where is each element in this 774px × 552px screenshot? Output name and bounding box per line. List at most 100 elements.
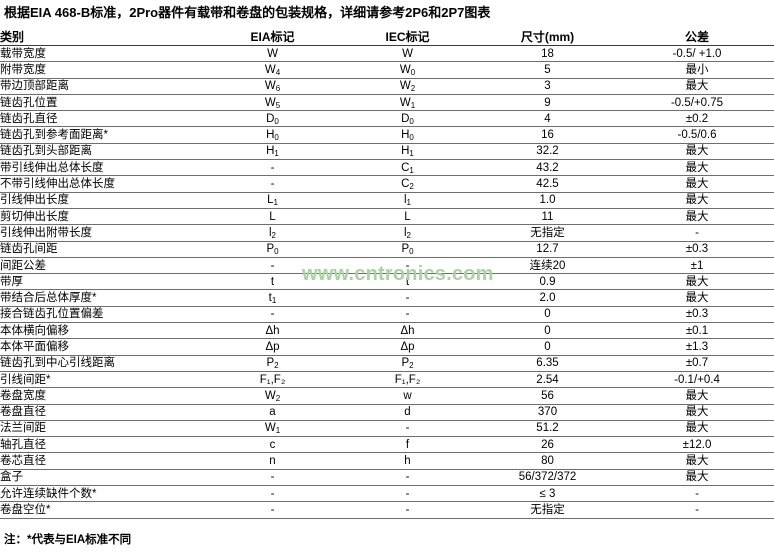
cell-eia-symbol: W2 [205, 387, 340, 405]
cell-tolerance: 最大 [620, 78, 774, 95]
cell-tolerance: ±0.1 [620, 322, 774, 340]
table-row: 载带宽度 W W 18 -0.5/ +1.0 [0, 45, 774, 63]
cell-tolerance: - [620, 224, 774, 242]
table-row: 本体平面偏移 Δp Δp 0 ±1.3 [0, 338, 774, 356]
cell-category: 本体横向偏移 [0, 322, 205, 340]
cell-iec-symbol: W0 [340, 61, 475, 79]
table-row: 不带引线伸出总体长度 - C2 42.5 最大 [0, 175, 774, 193]
table-row: 带边顶部距离 W6 W2 3 最大 [0, 78, 774, 95]
cell-eia-symbol: D0 [205, 110, 340, 128]
cell-tolerance: 最大 [620, 273, 774, 291]
cell-tolerance: 最大 [620, 469, 774, 487]
cell-dimension: 43.2 [475, 159, 620, 177]
table-row: 链齿孔位置 W5 W1 9 -0.5/+0.75 [0, 94, 774, 112]
cell-dimension: 2.54 [475, 371, 620, 389]
cell-iec-symbol: P0 [340, 241, 475, 258]
cell-iec-symbol: l2 [340, 224, 475, 242]
cell-eia-symbol: - [205, 306, 340, 324]
table-row: 引线伸出附带长度 l2 l2 无指定 - [0, 224, 774, 242]
cell-iec-symbol: - [340, 501, 475, 519]
cell-iec-symbol: - [340, 420, 475, 438]
cell-category: 链齿孔到参考面距离* [0, 126, 205, 144]
cell-tolerance: 最大 [620, 387, 774, 405]
cell-eia-symbol: c [205, 436, 340, 454]
table-row: 接合链齿孔位置偏差 - -0 ±0.3 [0, 306, 774, 324]
table-row: 链齿孔到中心引线距离 P2 P2 6.35 ±0.7 [0, 355, 774, 372]
cell-iec-symbol: Δp [340, 338, 475, 356]
cell-iec-symbol: C2 [340, 175, 475, 193]
cell-category: 链齿孔到头部距离 [0, 143, 205, 161]
table-body: 载带宽度 W W 18 -0.5/ +1.0 附带宽度 W4 W0 5 最小 带边顶部距离 W6 W2 3… [0, 45, 774, 519]
intro-paragraph: 根据EIA 468-B标准，2Pro器件有载带和卷盘的包装规格，详细请参考2P6… [4, 5, 491, 20]
symbol-subscript: 2 [410, 84, 416, 94]
table-row: 卷盘直径 a d 370 最大 [0, 404, 774, 421]
cell-iec-symbol: L [340, 208, 475, 226]
cell-eia-symbol: - [205, 501, 340, 519]
cell-iec-symbol: t [340, 273, 475, 291]
table-row: 带厚 t t 0.9 最大 [0, 273, 774, 291]
cell-eia-symbol: Δp [205, 338, 340, 356]
cell-eia-symbol: - [205, 159, 340, 177]
cell-category: 盒子 [0, 469, 205, 487]
cell-eia-symbol: L1 [205, 192, 340, 209]
cell-tolerance: -0.5/ +1.0 [620, 45, 774, 63]
cell-category: 载带宽度 [0, 45, 205, 63]
table-row: 引线伸出长度 L1 l1 1.0 最大 [0, 192, 774, 209]
symbol-subscript: 4 [275, 67, 281, 77]
table-row: 链齿孔到头部距离 H1 H1 32.2 最大 [0, 143, 774, 161]
column-header-iec-symbol: IEC标记 [340, 28, 475, 46]
cell-dimension: 9 [475, 94, 620, 112]
cell-iec-symbol: Δh [340, 322, 475, 340]
symbol-subscript: 1 [275, 426, 281, 436]
cell-category: 链齿孔间距 [0, 241, 205, 258]
table-row: 卷盘空位* - - 无指定 - [0, 501, 774, 519]
cell-eia-symbol: H0 [205, 126, 340, 144]
cell-eia-symbol: l2 [205, 224, 340, 242]
table-row: 引线间距* F₁,F₂ F₁,F₂ 2.54 -0.1/+0.4 [0, 371, 774, 389]
cell-dimension: 16 [475, 126, 620, 144]
cell-eia-symbol: - [205, 469, 340, 487]
symbol-subscript: 5 [275, 100, 281, 110]
column-header-eia-symbol: EIA标记 [205, 28, 340, 46]
cell-eia-symbol: W [205, 45, 340, 63]
cell-iec-symbol: f [340, 436, 475, 454]
cell-iec-symbol: W1 [340, 94, 475, 112]
cell-dimension: 1.0 [475, 192, 620, 209]
column-header-tolerance: 公差 [620, 28, 774, 46]
symbol-subscript: 2 [409, 361, 414, 371]
cell-eia-symbol: n [205, 452, 340, 470]
cell-eia-symbol: P2 [205, 355, 340, 372]
cell-category: 引线伸出长度 [0, 192, 205, 209]
cell-iec-symbol: - [340, 469, 475, 487]
cell-dimension: 0 [475, 306, 620, 324]
cell-dimension: ≤ 3 [475, 485, 620, 503]
cell-tolerance: ±0.3 [620, 306, 774, 324]
table-row: 剪切伸出长度 L L 11 最大 [0, 208, 774, 226]
cell-iec-symbol: F₁,F₂ [340, 371, 475, 389]
symbol-subscript: 0 [409, 116, 414, 126]
cell-tolerance: 最大 [620, 420, 774, 438]
table-row: 本体横向偏移 Δh Δh 0 ±0.1 [0, 322, 774, 340]
cell-tolerance: 最大 [620, 159, 774, 177]
table-row: 带引线伸出总体长度 - C1 43.2 最大 [0, 159, 774, 177]
cell-dimension: 2.0 [475, 289, 620, 307]
cell-iec-symbol: - [340, 257, 475, 275]
cell-iec-symbol: w [340, 387, 475, 405]
cell-category: 带边顶部距离 [0, 78, 205, 95]
cell-tolerance: ±1.3 [620, 338, 774, 356]
table-row: 卷芯直径 n h 80 最大 [0, 452, 774, 470]
cell-dimension: 18 [475, 45, 620, 63]
cell-tolerance: - [620, 485, 774, 503]
symbol-subscript: 0 [274, 247, 279, 257]
table-header: 类别 EIA标记 IEC标记 尺寸(mm) 公差 [0, 28, 774, 46]
cell-tolerance: -0.5/+0.75 [620, 94, 774, 112]
cell-eia-symbol: Δh [205, 322, 340, 340]
cell-iec-symbol: H0 [340, 126, 475, 144]
cell-dimension: 12.7 [475, 241, 620, 258]
cell-dimension: 32.2 [475, 143, 620, 161]
cell-eia-symbol: a [205, 404, 340, 421]
symbol-subscript: 2 [275, 393, 281, 403]
cell-dimension: 0 [475, 338, 620, 356]
cell-tolerance: - [620, 501, 774, 519]
